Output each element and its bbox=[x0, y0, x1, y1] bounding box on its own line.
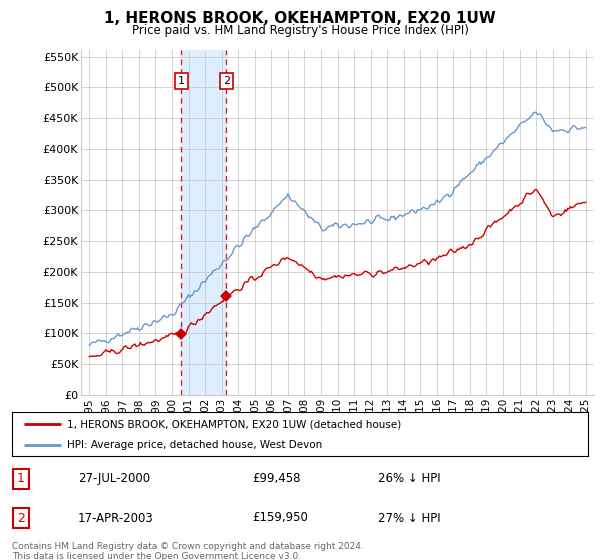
Text: 27-JUL-2000: 27-JUL-2000 bbox=[78, 472, 150, 486]
Text: Price paid vs. HM Land Registry's House Price Index (HPI): Price paid vs. HM Land Registry's House … bbox=[131, 24, 469, 36]
Text: 1: 1 bbox=[17, 472, 25, 486]
Text: 1, HERONS BROOK, OKEHAMPTON, EX20 1UW: 1, HERONS BROOK, OKEHAMPTON, EX20 1UW bbox=[104, 11, 496, 26]
Text: 17-APR-2003: 17-APR-2003 bbox=[78, 511, 154, 525]
Text: £99,458: £99,458 bbox=[252, 472, 301, 486]
Text: 1, HERONS BROOK, OKEHAMPTON, EX20 1UW (detached house): 1, HERONS BROOK, OKEHAMPTON, EX20 1UW (d… bbox=[67, 419, 401, 429]
Text: Contains HM Land Registry data © Crown copyright and database right 2024.
This d: Contains HM Land Registry data © Crown c… bbox=[12, 542, 364, 560]
Text: 26% ↓ HPI: 26% ↓ HPI bbox=[378, 472, 440, 486]
Text: 1: 1 bbox=[178, 76, 185, 86]
Text: 2: 2 bbox=[223, 76, 230, 86]
Text: 27% ↓ HPI: 27% ↓ HPI bbox=[378, 511, 440, 525]
Text: HPI: Average price, detached house, West Devon: HPI: Average price, detached house, West… bbox=[67, 440, 322, 450]
Text: £159,950: £159,950 bbox=[252, 511, 308, 525]
Bar bbox=[181, 50, 226, 395]
Text: 2: 2 bbox=[17, 511, 25, 525]
